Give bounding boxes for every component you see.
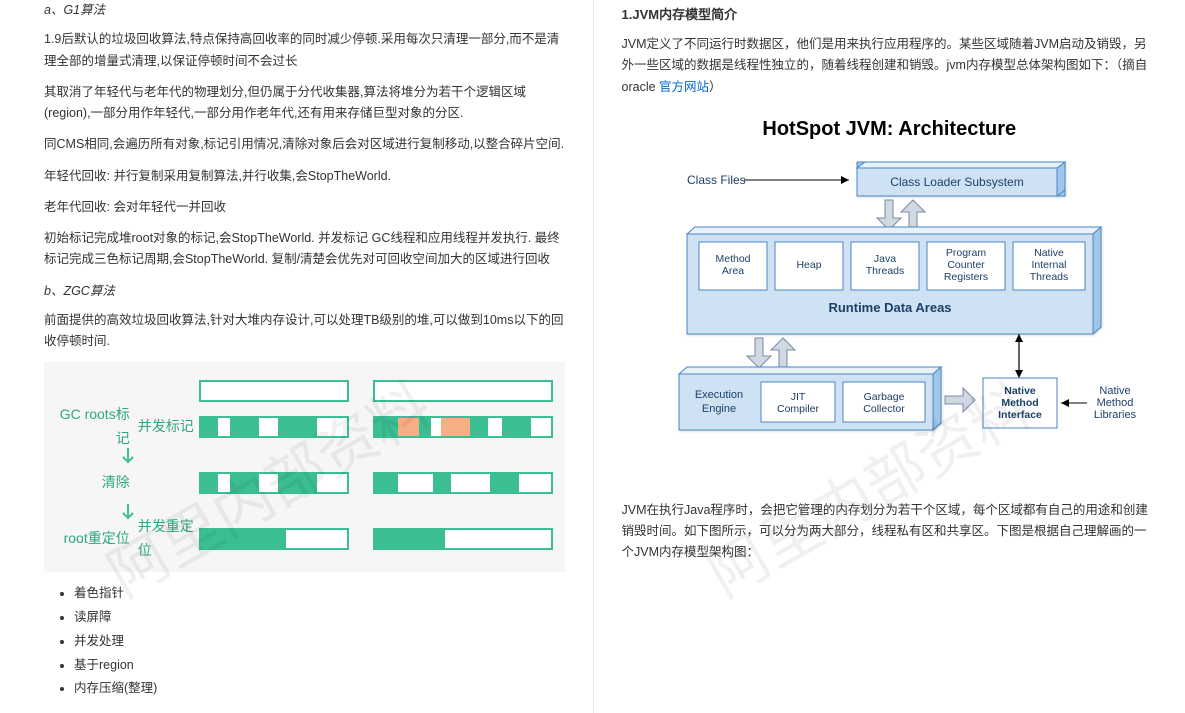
svg-text:Garbage: Garbage	[864, 391, 905, 403]
bullet-item: 读屏障	[74, 606, 565, 630]
left-p1: 1.9后默认的垃圾回收算法,特点保持高回收率的同时减少停顿.采用每次只清理一部分…	[44, 29, 565, 72]
svg-text:Compiler: Compiler	[777, 403, 820, 415]
hotspot-title: HotSpot JVM: Architecture	[622, 112, 1158, 146]
right-p1: JVM定义了不同运行时数据区，他们是用来执行应用程序的。某些区域随着JVM启动及…	[622, 34, 1158, 98]
nmi-box: Native Method Interface	[983, 378, 1057, 428]
svg-text:Interface: Interface	[998, 409, 1042, 421]
zgc-row3-label: root重定位	[56, 527, 138, 551]
zgc-row1-label: GC roots标记	[56, 403, 138, 451]
hotspot-svg: Class Files Class Loader Subsystem	[639, 160, 1139, 460]
left-p4: 年轻代回收: 并行复制采用复制算法,并行收集,会StopTheWorld.	[44, 166, 565, 187]
left-p5: 老年代回收: 会对年轻代一并回收	[44, 197, 565, 218]
svg-text:Counter: Counter	[948, 259, 986, 271]
svg-text:Registers: Registers	[944, 271, 988, 283]
bullet-item: 着色指针	[74, 582, 565, 606]
bi-arrow-bottom-left	[747, 338, 795, 368]
svg-text:Method: Method	[1097, 397, 1134, 409]
svg-text:Native: Native	[1100, 385, 1131, 397]
right-p2: JVM在执行Java程序时，会把它管理的内存划分为若干个区域，每个区域都有自己的…	[622, 500, 1158, 564]
hotspot-diagram: HotSpot JVM: Architecture Class Files Cl…	[622, 112, 1158, 460]
zgc-diagram: GC roots标记 并发标记	[44, 362, 565, 572]
heading-g1: a、G1算法	[44, 0, 565, 21]
right-h1: 1.JVM内存模型简介	[622, 4, 1158, 26]
left-column: a、G1算法 1.9后默认的垃圾回收算法,特点保持高回收率的同时减少停顿.采用每…	[0, 0, 593, 713]
svg-text:Runtime Data Areas: Runtime Data Areas	[829, 300, 952, 315]
bullet-item: 并发处理	[74, 630, 565, 654]
svg-text:Native: Native	[1004, 385, 1036, 397]
svg-text:Execution: Execution	[695, 389, 743, 401]
oracle-link[interactable]: 官方网站	[659, 80, 709, 94]
zgc-bullets: 着色指针 读屏障 并发处理 基于region 内存压缩(整理)	[74, 582, 565, 701]
right-column: 1.JVM内存模型简介 JVM定义了不同运行时数据区，他们是用来执行应用程序的。…	[593, 0, 1185, 713]
bullet-item: 内存压缩(整理)	[74, 677, 565, 701]
runtime-data-areas-box: Method Area Heap Java Threads Program Co…	[687, 227, 1101, 334]
svg-text:Class Loader Subsystem: Class Loader Subsystem	[891, 175, 1024, 189]
svg-text:Java: Java	[874, 253, 896, 265]
arrow-down-icon	[121, 448, 135, 468]
svg-text:Native: Native	[1034, 247, 1064, 259]
left-p3: 同CMS相同,会遍历所有对象,标记引用情况,清除对象后会对区域进行复制移动,以整…	[44, 134, 565, 155]
left-p7: 前面提供的高效垃圾回收算法,针对大堆内存设计,可以处理TB级别的堆,可以做到10…	[44, 310, 565, 353]
svg-text:Internal: Internal	[1032, 259, 1067, 271]
svg-text:Threads: Threads	[866, 265, 905, 277]
zgc-row1-sub: 并发标记	[138, 415, 199, 439]
bi-arrow-top-left	[877, 200, 925, 230]
bullet-item: 基于region	[74, 654, 565, 678]
svg-text:Method: Method	[1002, 397, 1039, 409]
svg-text:Threads: Threads	[1030, 271, 1069, 283]
svg-text:Collector: Collector	[864, 403, 906, 415]
heading-zgc: b、ZGC算法	[44, 281, 565, 302]
arrow-down-icon	[121, 504, 135, 524]
zgc-row3-sub: 并发重定位	[138, 515, 199, 563]
class-files-label: Class Files	[687, 173, 746, 187]
svg-text:Program: Program	[946, 247, 987, 259]
bi-arrow-right	[945, 388, 975, 412]
svg-text:Area: Area	[722, 265, 744, 277]
svg-text:Engine: Engine	[702, 403, 736, 415]
left-p2: 其取消了年轻代与老年代的物理划分,但仍属于分代收集器,算法将堆分为若干个逻辑区域…	[44, 82, 565, 125]
zgc-row2-label: 清除	[56, 471, 138, 495]
svg-text:JIT: JIT	[791, 391, 806, 403]
execution-engine-box: Execution Engine JIT Compiler Garbage Co…	[679, 367, 941, 430]
class-loader-box: Class Loader Subsystem	[857, 162, 1065, 196]
svg-text:Method: Method	[716, 253, 751, 265]
svg-text:Heap: Heap	[797, 259, 822, 271]
svg-text:Libraries: Libraries	[1094, 409, 1137, 421]
right-p1-close: ）	[709, 80, 722, 94]
left-p6: 初始标记完成堆root对象的标记,会StopTheWorld. 并发标记 GC线…	[44, 228, 565, 271]
